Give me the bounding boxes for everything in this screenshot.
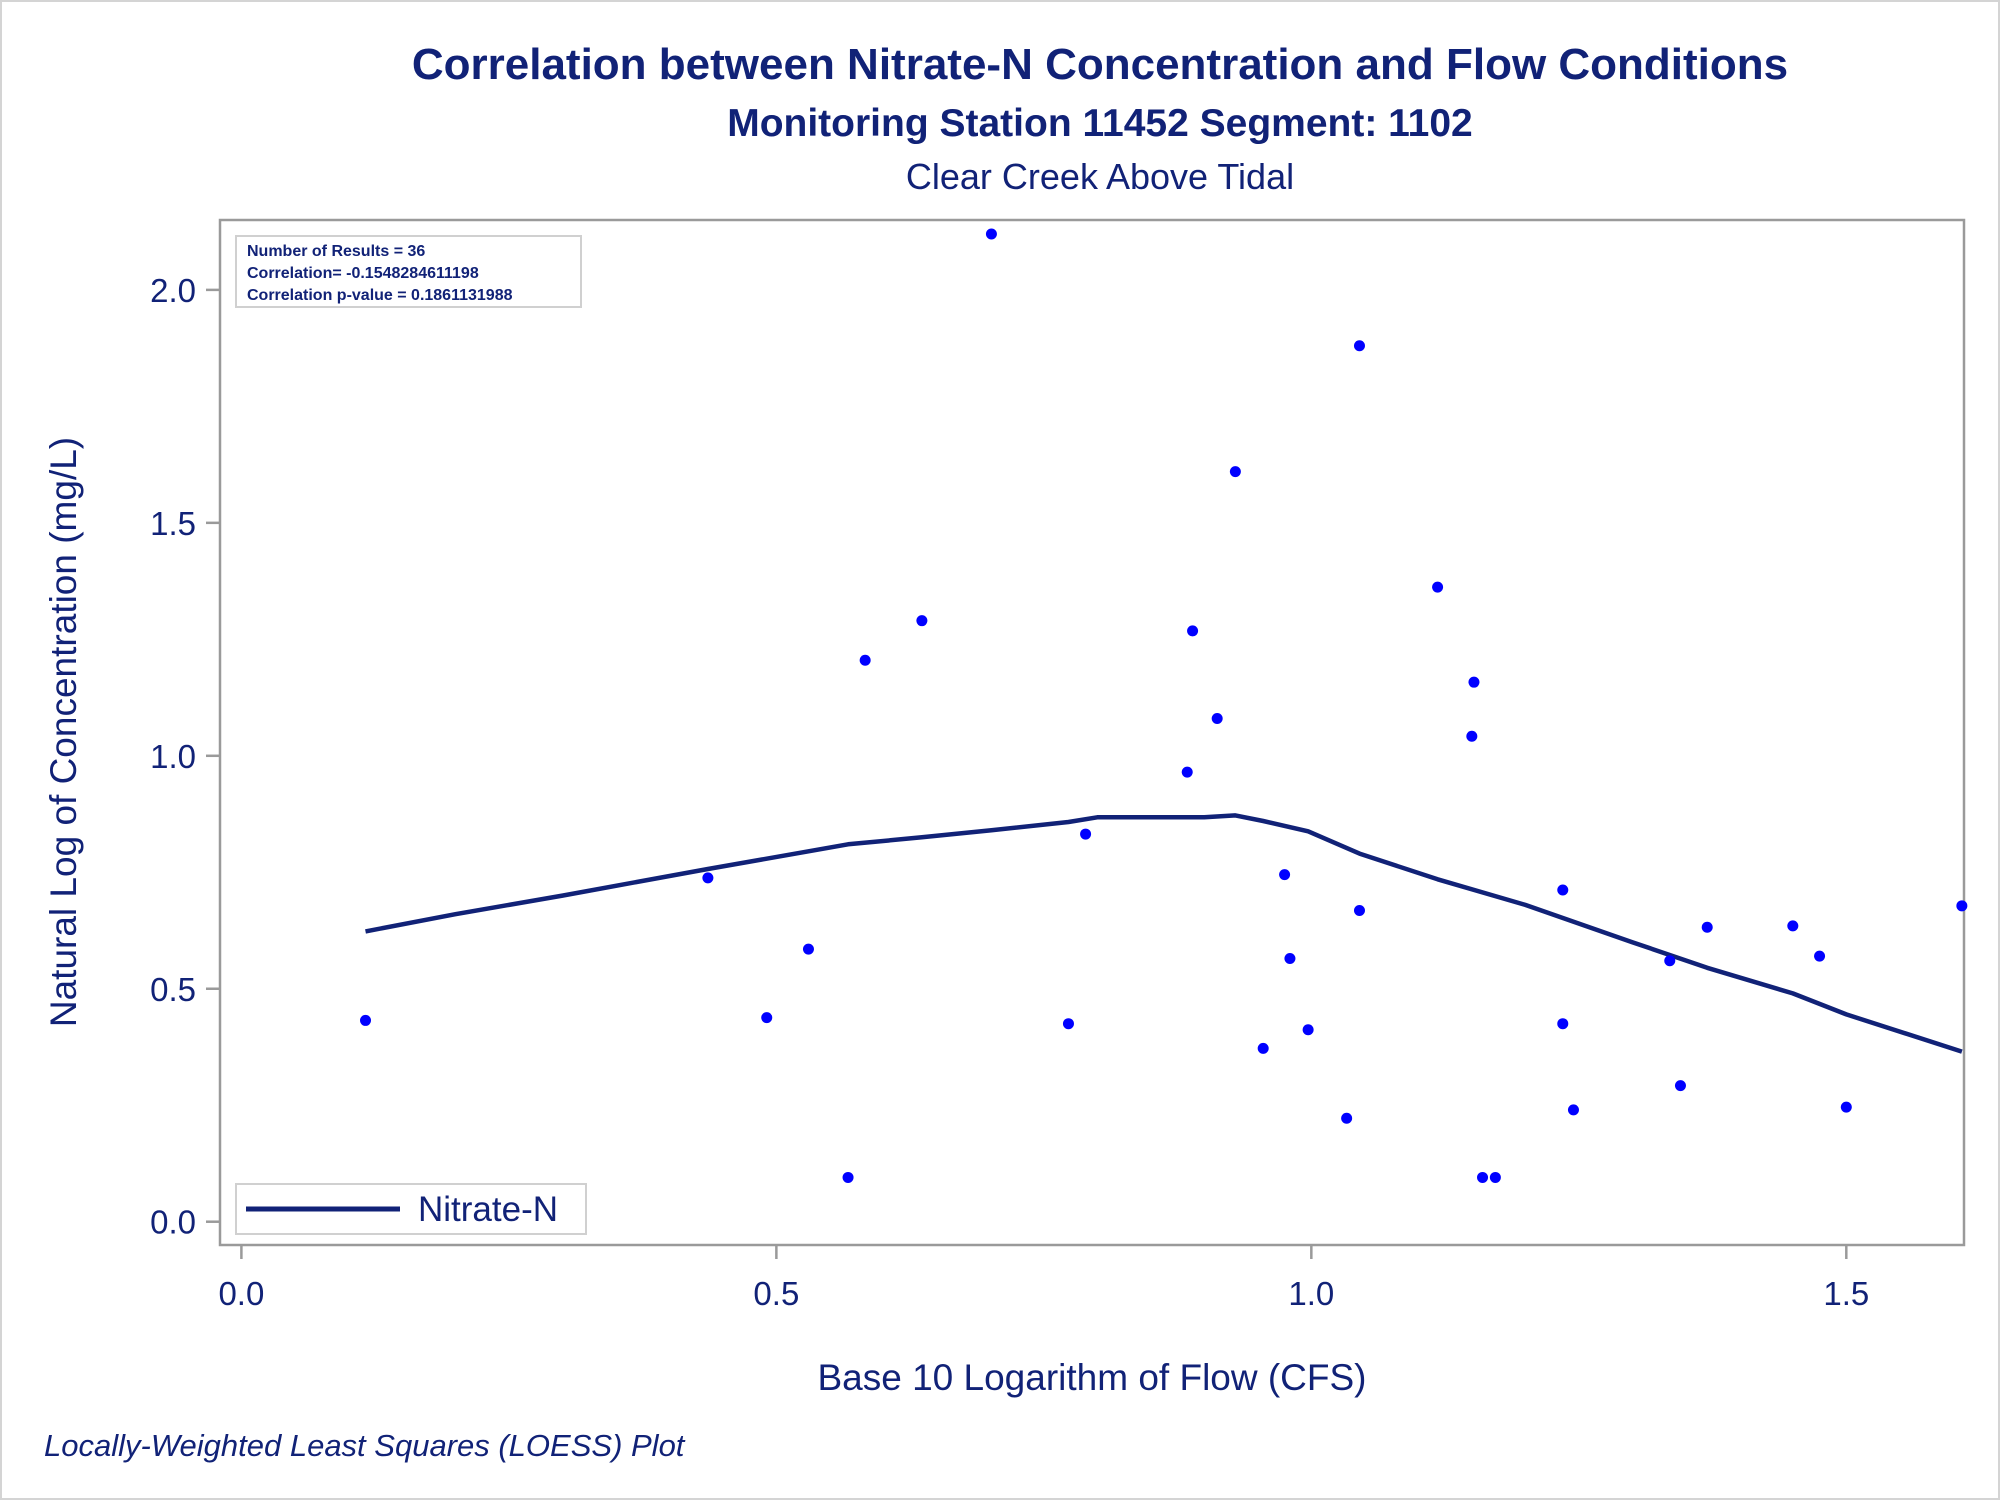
data-point: [1211, 713, 1223, 725]
data-point: [1062, 1018, 1074, 1030]
data-point: [1674, 1080, 1686, 1092]
y-tick-label: 1.5: [150, 505, 196, 542]
legend: Nitrate-N: [235, 1183, 587, 1235]
x-tick-label: 0.5: [753, 1275, 799, 1312]
x-tick-label: 1.0: [1288, 1275, 1334, 1312]
data-point: [1701, 921, 1713, 933]
chart-title: Correlation between Nitrate-N Concentrat…: [411, 40, 1789, 89]
data-point: [1814, 950, 1826, 962]
data-point: [1302, 1024, 1314, 1036]
data-point: [1279, 869, 1291, 881]
x-tick-label: 1.5: [1823, 1275, 1869, 1312]
stats-count: Number of Results = 36: [247, 243, 425, 260]
stats-box: Number of Results = 36 Correlation= -0.1…: [235, 235, 582, 308]
data-point: [985, 228, 997, 240]
data-point: [1432, 581, 1444, 593]
chart-subtitle: Monitoring Station 11452 Segment: 1102: [727, 102, 1473, 145]
data-point: [1787, 920, 1799, 932]
data-point: [1466, 730, 1478, 742]
data-point: [859, 654, 871, 666]
stats-correlation: Correlation= -0.1548284611198: [247, 265, 479, 282]
loess-line-group: [365, 813, 1963, 1054]
data-point: [1468, 676, 1480, 688]
data-point: [916, 615, 928, 627]
loess-line: [365, 813, 1963, 1054]
y-axis: 0.0 0.5 1.0 1.5 2.0: [150, 272, 220, 1241]
data-points: [360, 228, 1968, 1183]
data-point: [1477, 1171, 1489, 1183]
data-point: [1567, 1104, 1579, 1116]
x-axis: 0.0 0.5 1.0 1.5: [218, 1245, 1869, 1312]
data-point: [1557, 884, 1569, 896]
data-point: [842, 1171, 854, 1183]
data-point: [1664, 955, 1676, 967]
x-axis-label: Base 10 Logarithm of Flow (CFS): [817, 1357, 1366, 1398]
data-point: [702, 872, 714, 884]
data-point: [1229, 466, 1241, 478]
data-point: [1341, 1112, 1353, 1124]
stats-p-value: Correlation p-value = 0.1861131988: [247, 287, 513, 304]
data-point: [1353, 340, 1365, 352]
data-point: [360, 1014, 372, 1026]
data-point: [1257, 1042, 1269, 1054]
footnote: Locally-Weighted Least Squares (LOESS) P…: [44, 1428, 685, 1463]
y-tick-label: 0.0: [150, 1204, 196, 1241]
plot-area-border: [218, 218, 1966, 1247]
data-point: [1284, 952, 1296, 964]
data-point: [1557, 1018, 1569, 1030]
legend-label: Nitrate-N: [418, 1190, 558, 1229]
data-point: [802, 943, 814, 955]
y-tick-label: 1.0: [150, 738, 196, 775]
data-point: [1956, 900, 1968, 912]
data-point: [1840, 1101, 1852, 1113]
chart-subtitle-location: Clear Creek Above Tidal: [905, 156, 1295, 197]
data-point: [1187, 625, 1199, 637]
data-point: [1489, 1171, 1501, 1183]
data-point: [761, 1012, 773, 1024]
y-tick-label: 0.5: [150, 971, 196, 1008]
y-tick-label: 2.0: [150, 272, 196, 309]
data-point: [1181, 766, 1193, 778]
x-tick-label: 0.0: [218, 1275, 264, 1312]
data-point: [1353, 904, 1365, 916]
y-axis-label: Natural Log of Concentration (mg/L): [43, 437, 84, 1027]
data-point: [1080, 828, 1092, 840]
